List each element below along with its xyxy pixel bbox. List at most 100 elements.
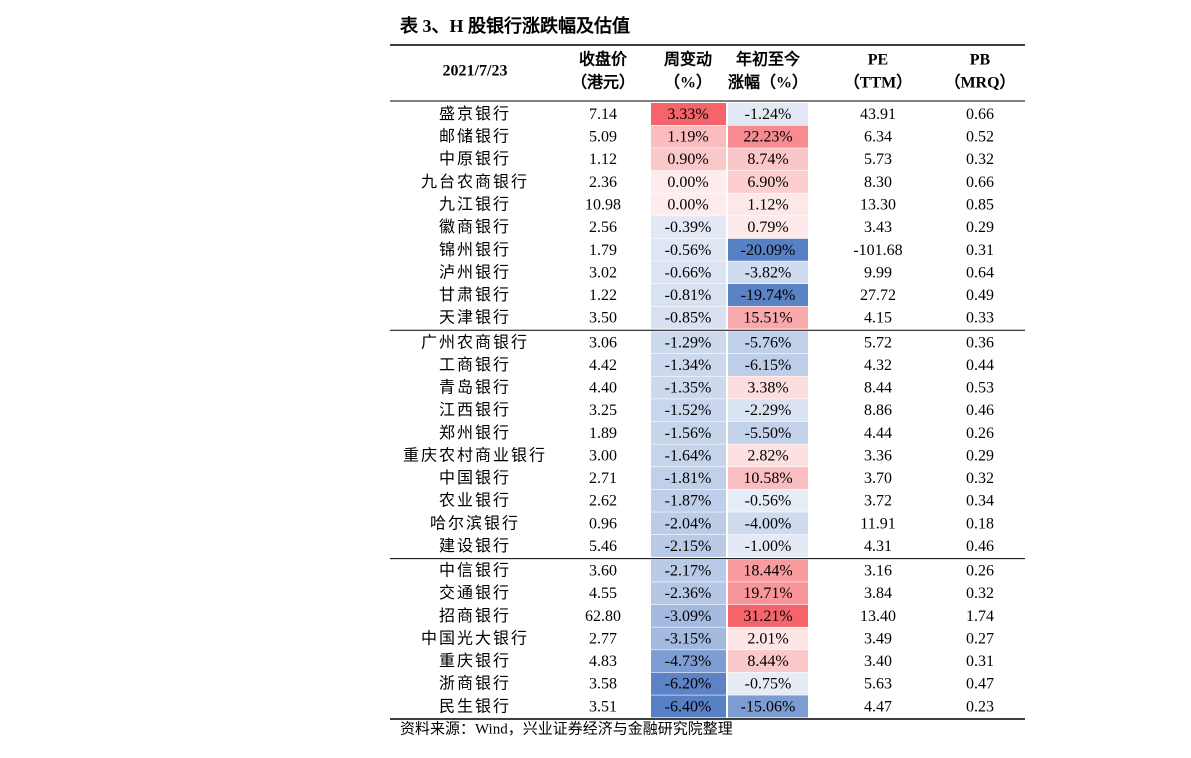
table-cell: 徽商银行 xyxy=(439,218,511,236)
heat-cell xyxy=(651,559,726,582)
heat-cell xyxy=(651,331,726,354)
header-cell: 2021/7/23 xyxy=(443,63,508,80)
heat-cell xyxy=(728,650,808,673)
table-cell: 0.00% xyxy=(667,197,708,214)
table-cell: 重庆农村商业银行 xyxy=(403,446,547,464)
header-cell: PB xyxy=(970,52,991,69)
heat-cell xyxy=(651,444,726,467)
table-cell: 0.66 xyxy=(966,106,994,123)
heat-cell xyxy=(728,534,808,557)
heat-cell xyxy=(728,421,808,444)
table-cell: 4.42 xyxy=(589,357,617,374)
source-note: 资料来源：Wind，兴业证券经济与金融研究院整理 xyxy=(400,719,733,737)
table-cell: -1.56% xyxy=(665,425,712,442)
table-cell: 2.82% xyxy=(747,447,788,464)
table-cell: -19.74% xyxy=(741,287,796,304)
table-cell: 13.40 xyxy=(860,608,896,625)
table-cell: -1.34% xyxy=(665,357,712,374)
table-cell: 13.30 xyxy=(860,197,896,214)
heat-cell xyxy=(651,284,726,307)
heat-cell xyxy=(728,399,808,422)
heat-cell xyxy=(728,331,808,354)
header-cell: （TTM） xyxy=(844,74,912,92)
table-cell: 4.32 xyxy=(864,357,892,374)
table-cell: -1.00% xyxy=(745,538,792,555)
table-cell: 0.27 xyxy=(966,630,994,647)
table-cell: 0.64 xyxy=(966,264,994,281)
heat-cell xyxy=(651,148,726,171)
table-cell: 3.43 xyxy=(864,219,892,236)
table-cell: 3.58 xyxy=(589,676,617,693)
table-cell: 8.30 xyxy=(864,174,892,191)
table-cell: 中国银行 xyxy=(439,469,511,487)
table-cell: 8.44% xyxy=(747,653,788,670)
table-cell: 3.72 xyxy=(864,493,892,510)
table-cell: 民生银行 xyxy=(439,697,511,715)
table-cell: 0.85 xyxy=(966,197,994,214)
table-cell: 3.02 xyxy=(589,264,617,281)
table-cell: -4.73% xyxy=(665,653,712,670)
heat-cell xyxy=(651,193,726,216)
table-cell: -0.56% xyxy=(665,242,712,259)
table-cell: 青岛银行 xyxy=(439,379,511,397)
table-cell: 3.84 xyxy=(864,585,892,602)
table-cell: -0.81% xyxy=(665,287,712,304)
table-cell: 6.34 xyxy=(864,129,892,146)
table-cell: 0.66 xyxy=(966,174,994,191)
heat-cell xyxy=(728,261,808,284)
table-cell: 锦州银行 xyxy=(439,241,511,259)
heat-cell xyxy=(651,238,726,261)
table-cell: 1.89 xyxy=(589,425,617,442)
table-cell: 0.49 xyxy=(966,287,994,304)
heat-cell xyxy=(651,650,726,673)
table-cell: 0.79% xyxy=(747,219,788,236)
table-cell: 4.83 xyxy=(589,653,617,670)
heat-cell xyxy=(728,103,808,126)
table-cell: 0.96 xyxy=(589,515,617,532)
table-cell: 7.14 xyxy=(589,106,617,123)
table-cell: 2.77 xyxy=(589,630,617,647)
table-cell: 0.29 xyxy=(966,447,994,464)
table-cell: -0.66% xyxy=(665,264,712,281)
table-cell: 8.44 xyxy=(864,380,892,397)
table-cell: -1.64% xyxy=(665,447,712,464)
header-cell: （MRQ） xyxy=(944,74,1015,92)
table-cell: 5.46 xyxy=(589,538,617,555)
table-cell: 0.29 xyxy=(966,219,994,236)
table-cell: 0.36 xyxy=(966,334,994,351)
heat-cell xyxy=(728,306,808,329)
header-cell: 涨幅（%） xyxy=(728,73,808,92)
table-cell: -101.68 xyxy=(853,242,902,259)
table-cell: 中原银行 xyxy=(439,150,511,168)
heat-cell xyxy=(728,672,808,695)
table-cell: 0.34 xyxy=(966,493,994,510)
heat-cell xyxy=(651,695,726,718)
table-cell: 2.01% xyxy=(747,630,788,647)
table-cell: 3.36 xyxy=(864,447,892,464)
heat-cell xyxy=(728,353,808,376)
table-cell: 0.23 xyxy=(966,698,994,715)
table-cell: 18.44% xyxy=(743,563,792,580)
table-cell: 1.12% xyxy=(747,197,788,214)
heat-cell xyxy=(651,512,726,535)
table-cell: -1.29% xyxy=(665,334,712,351)
table-cell: 43.91 xyxy=(860,106,896,123)
heat-cell xyxy=(728,512,808,535)
table-cell: 10.98 xyxy=(585,197,621,214)
table-cell: -2.17% xyxy=(665,563,712,580)
table-cell: 2.71 xyxy=(589,470,617,487)
heat-cell xyxy=(728,559,808,582)
table-cell: 11.91 xyxy=(860,515,895,532)
heat-cell xyxy=(651,672,726,695)
table-cell: 哈尔滨银行 xyxy=(430,514,520,532)
heat-cell xyxy=(651,534,726,557)
table-cell: 中信银行 xyxy=(439,562,511,580)
table-cell: -0.85% xyxy=(665,310,712,327)
table-cell: 0.47 xyxy=(966,676,994,693)
table-cell: 1.74 xyxy=(966,608,994,625)
table-cell: 0.32 xyxy=(966,470,994,487)
table-cell: -1.81% xyxy=(665,470,712,487)
table-cell: 0.44 xyxy=(966,357,994,374)
heat-cell xyxy=(651,261,726,284)
table-cell: -3.82% xyxy=(745,264,792,281)
